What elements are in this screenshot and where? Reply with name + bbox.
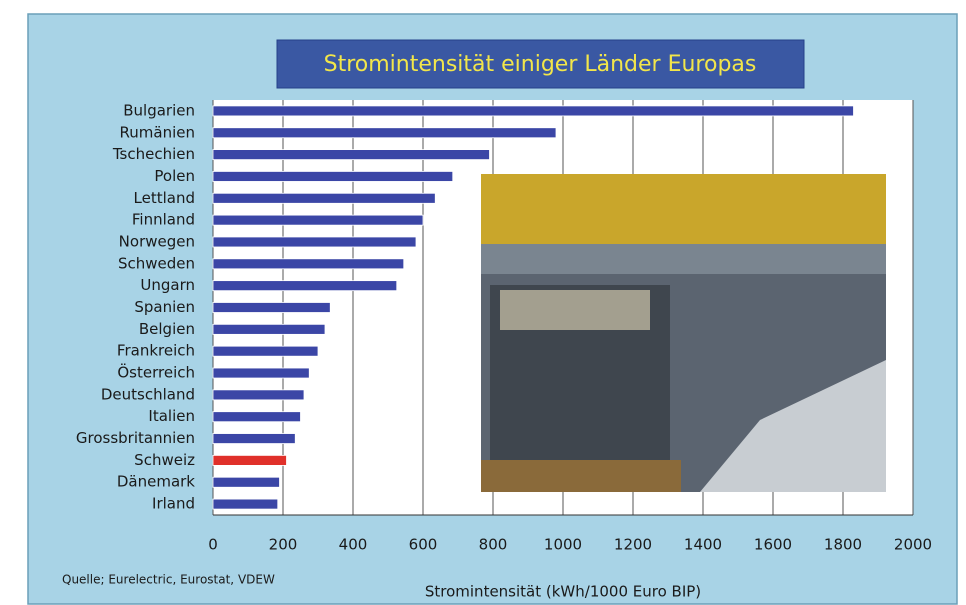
bar [213,390,304,400]
bar [213,477,280,487]
y-tick-label: Österreich [117,363,195,382]
bar [213,128,556,138]
bar [213,455,287,465]
bar [213,368,309,378]
y-tick-label: Schweiz [134,451,195,469]
y-tick-label: Schweden [118,254,195,272]
y-tick-label: Rumänien [120,123,195,141]
y-tick-label: Dänemark [117,473,195,491]
bar [213,237,416,247]
x-tick-label: 1800 [824,536,862,554]
bar [213,434,295,444]
y-tick-label: Finnland [132,211,195,229]
bar [213,106,854,116]
photo [481,174,886,492]
y-tick-label: Lettland [134,189,195,207]
x-tick-label: 1000 [544,536,582,554]
y-tick-label: Irland [152,495,195,513]
x-axis-label: Stromintensität (kWh/1000 Euro BIP) [425,583,701,601]
y-tick-label: Frankreich [117,342,195,360]
bar [213,150,490,160]
photo-crane [481,174,886,244]
bar [213,303,330,313]
x-tick-label: 0 [208,536,218,554]
bar [213,215,423,225]
y-tick-label: Grossbritannien [76,429,195,447]
y-tick-label: Spanien [134,298,195,316]
bar [213,412,301,422]
x-tick-label: 800 [479,536,508,554]
y-tick-label: Ungarn [140,276,195,294]
bar [213,324,325,334]
photo-roof [481,244,886,274]
bar [213,171,453,181]
bar [213,346,318,356]
y-tick-label: Bulgarien [123,101,195,119]
bar [213,499,278,509]
y-tick-label: Tschechien [112,145,195,163]
source: Quelle; Eurelectric, Eurostat, VDEW [62,573,275,587]
bar [213,281,397,291]
x-tick-label: 2000 [894,536,932,554]
x-tick-label: 1200 [614,536,652,554]
y-tick-label: Belgien [139,320,195,338]
y-tick-label: Deutschland [101,385,195,403]
x-tick-label: 600 [409,536,438,554]
bar [213,193,435,203]
page: {"chart_data": {"type": "hbar", "title":… [0,0,966,605]
photo-hood [500,290,650,330]
x-tick-label: 200 [269,536,298,554]
x-tick-label: 400 [339,536,368,554]
x-tick-label: 1400 [684,536,722,554]
x-tick-label: 1600 [754,536,792,554]
bar [213,259,404,269]
chart: Stromintensität einiger Länder Europas S… [0,0,966,605]
chart-title: Stromintensität einiger Länder Europas [324,52,757,77]
y-tick-label: Norwegen [119,232,195,250]
photo-crates [481,460,681,492]
y-tick-label: Polen [154,167,195,185]
y-tick-label: Italien [148,407,195,425]
